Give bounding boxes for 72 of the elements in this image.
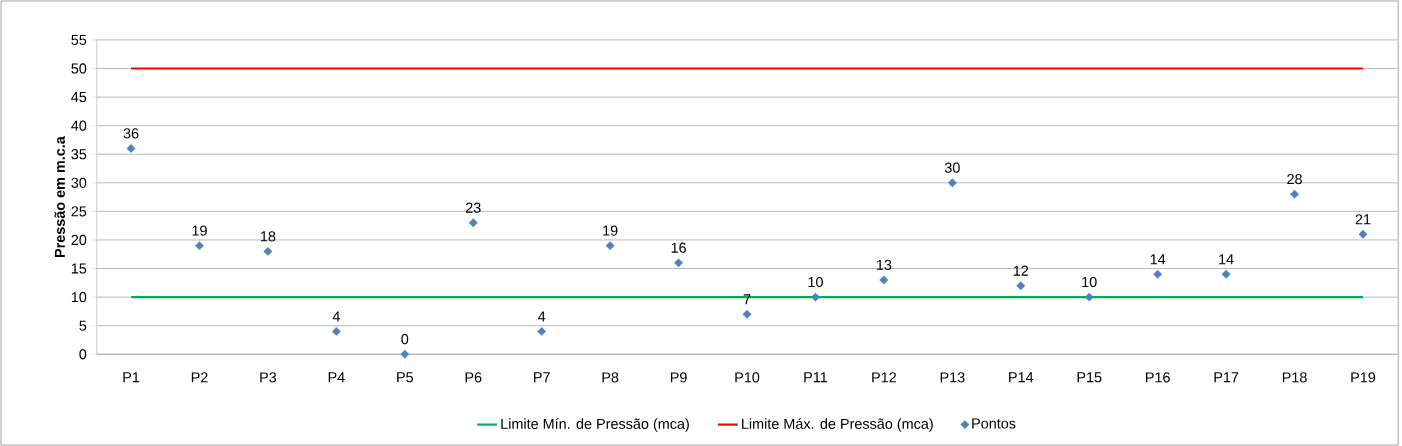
x-tick-label: P4 — [328, 372, 345, 383]
data-label: 28 — [1287, 173, 1302, 185]
point — [331, 326, 341, 336]
point — [1153, 269, 1163, 279]
y-tick-label: 55 — [71, 34, 87, 45]
x-tick-label: P2 — [191, 372, 208, 383]
point — [126, 144, 136, 153]
data-label: 30 — [944, 162, 960, 173]
y-tick-label: 20 — [71, 234, 87, 246]
y-tick-label: 45 — [71, 91, 87, 103]
point — [1221, 269, 1231, 279]
point — [811, 292, 820, 302]
y-tick-label: 25 — [71, 206, 87, 217]
x-tick-label: P3 — [260, 372, 277, 383]
data-label: 36 — [123, 128, 139, 139]
x-tick-label: P11 — [804, 372, 828, 383]
x-tick-label: P6 — [465, 372, 482, 383]
data-label: 12 — [1013, 265, 1029, 276]
point — [468, 218, 478, 228]
x-tick-label: P7 — [534, 372, 550, 383]
point — [400, 349, 410, 359]
data-label: 19 — [603, 225, 618, 236]
x-tick-label: P15 — [1077, 372, 1102, 383]
x-tick-label: P16 — [1146, 372, 1170, 383]
point — [1016, 281, 1026, 291]
data-label: 10 — [808, 276, 823, 288]
data-label: 0 — [401, 334, 409, 345]
point — [1358, 229, 1368, 239]
x-tick-label: P17 — [1214, 372, 1239, 383]
y-tick-label: 40 — [71, 120, 87, 131]
data-label: 23 — [465, 202, 481, 213]
legend-label: Limite Mín. de Pressão (mca) — [501, 418, 689, 432]
x-tick-label: P1 — [123, 372, 140, 383]
y-tick-label: 50 — [71, 63, 87, 74]
y-axis-title: Pressão em m.c.a — [54, 136, 65, 257]
x-tick-label: P13 — [940, 372, 965, 383]
data-label: 16 — [671, 242, 686, 253]
data-label: 18 — [260, 231, 276, 242]
data-label: 14 — [1219, 254, 1234, 265]
point — [947, 178, 957, 188]
point — [879, 275, 889, 285]
y-tick-label: 10 — [71, 291, 87, 303]
y-tick-label: 15 — [71, 263, 87, 274]
point — [674, 258, 684, 268]
point — [263, 246, 273, 256]
data-label: 4 — [332, 311, 340, 322]
point — [537, 326, 547, 336]
point — [195, 241, 204, 251]
data-label: 14 — [1150, 254, 1166, 265]
data-label: 4 — [538, 311, 546, 322]
data-label: 21 — [1355, 214, 1371, 225]
data-label: 13 — [876, 259, 892, 270]
y-tick-label: 30 — [71, 177, 87, 188]
point — [1290, 189, 1299, 199]
x-tick-label: P8 — [602, 372, 619, 383]
x-tick-label: P18 — [1282, 372, 1307, 383]
y-tick-label: 35 — [71, 149, 87, 160]
x-tick-label: P19 — [1351, 372, 1376, 383]
data-label: 10 — [1082, 276, 1097, 288]
legend-label: Pontos — [972, 418, 1016, 429]
x-tick-label: P10 — [735, 372, 760, 383]
point — [742, 309, 752, 319]
y-tick-label: 0 — [79, 349, 87, 360]
x-tick-label: P12 — [872, 372, 896, 383]
x-tick-label: P9 — [670, 372, 687, 383]
point — [1084, 292, 1094, 302]
data-label: 19 — [192, 225, 207, 236]
y-tick-label: 5 — [79, 320, 87, 331]
x-tick-label: P14 — [1009, 372, 1034, 383]
point — [605, 241, 615, 251]
legend-label: Limite Máx. de Pressão (mca) — [742, 418, 933, 432]
x-tick-label: P5 — [397, 372, 414, 383]
